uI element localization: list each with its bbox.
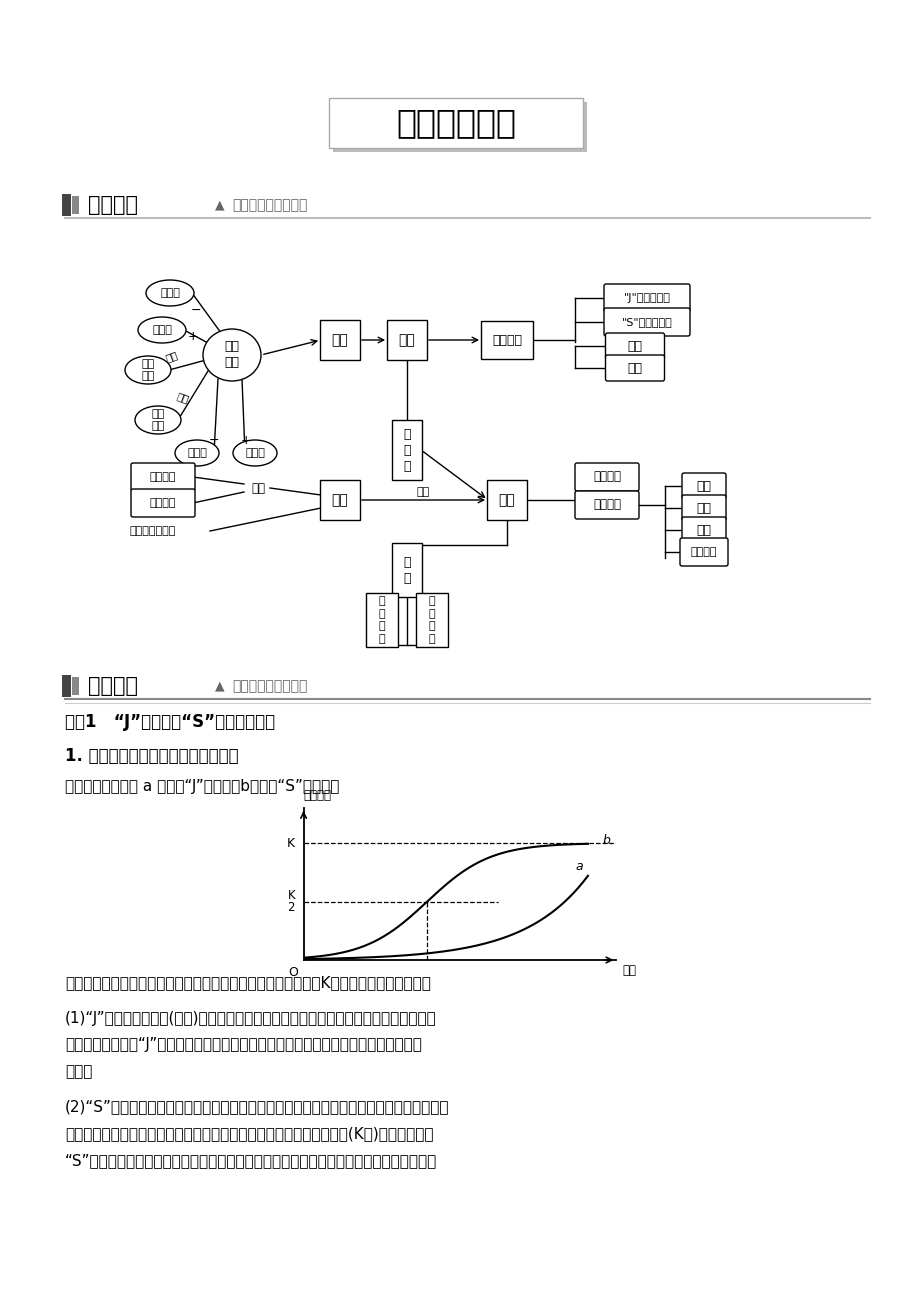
Text: 竞争: 竞争 — [696, 479, 710, 492]
Text: 突破难点，提升能力: 突破难点，提升能力 — [232, 680, 307, 693]
Text: 数量变化: 数量变化 — [492, 333, 521, 346]
Text: 的数量连续增长。“J”型增长由始至终都保持指数式增长，其增长率不变而增长速率持续: 的数量连续增长。“J”型增长由始至终都保持指数式增长，其增长率不变而增长速率持续 — [65, 1038, 422, 1052]
Ellipse shape — [146, 280, 194, 306]
Text: 发展: 发展 — [416, 487, 429, 497]
Text: 疑难突破: 疑难突破 — [88, 676, 138, 697]
FancyBboxPatch shape — [329, 98, 583, 148]
Text: 1. 种群数量变化曲线与增长速率曲线: 1. 种群数量变化曲线与增长速率曲线 — [65, 747, 238, 766]
Text: O: O — [288, 966, 298, 979]
Text: 迁入率: 迁入率 — [244, 448, 265, 458]
FancyBboxPatch shape — [130, 490, 195, 517]
Text: 种群
密度: 种群 密度 — [224, 341, 239, 370]
FancyBboxPatch shape — [605, 333, 664, 359]
FancyBboxPatch shape — [320, 320, 359, 359]
Text: 增加。: 增加。 — [65, 1065, 92, 1079]
Text: 水
平
结
构: 水 平 结 构 — [379, 596, 385, 643]
Text: 互利共生: 互利共生 — [690, 547, 717, 557]
Text: K
2: K 2 — [287, 889, 295, 914]
FancyBboxPatch shape — [605, 355, 664, 381]
Text: +: + — [187, 331, 199, 344]
Text: 迁出率: 迁出率 — [187, 448, 207, 458]
Text: 预测: 预测 — [176, 391, 190, 405]
Text: b: b — [602, 835, 609, 848]
FancyBboxPatch shape — [681, 473, 725, 499]
Text: 性别
比例: 性别 比例 — [142, 359, 154, 381]
Text: 如下图所示，其中 a 所示为“J”型曲线，b所示为“S”型曲线。: 如下图所示，其中 a 所示为“J”型曲线，b所示为“S”型曲线。 — [65, 780, 339, 794]
FancyBboxPatch shape — [604, 309, 689, 336]
FancyBboxPatch shape — [574, 464, 639, 491]
FancyBboxPatch shape — [391, 543, 422, 598]
FancyBboxPatch shape — [333, 102, 586, 152]
Text: 种间关系: 种间关系 — [593, 499, 620, 512]
Ellipse shape — [138, 316, 186, 342]
Text: 死亡率: 死亡率 — [160, 288, 180, 298]
FancyBboxPatch shape — [681, 517, 725, 543]
Text: 次生演替: 次生演替 — [150, 497, 176, 508]
FancyBboxPatch shape — [415, 592, 448, 647]
Text: −: − — [190, 303, 201, 316]
FancyBboxPatch shape — [486, 480, 527, 519]
FancyBboxPatch shape — [574, 491, 639, 519]
Text: 另一方面由于捕食者数量的增加，使种群数量达到环境所允许的最大值(K值)后相对稳定。: 另一方面由于捕食者数量的增加，使种群数量达到环境所允许的最大值(K值)后相对稳定… — [65, 1126, 433, 1142]
Ellipse shape — [135, 406, 181, 434]
Text: 年龄
组成: 年龄 组成 — [152, 409, 165, 431]
Text: 时间: 时间 — [621, 963, 635, 976]
Ellipse shape — [203, 329, 261, 381]
Text: 突灂1   “J”型曲线和“S”型曲线的比较: 突灂1 “J”型曲线和“S”型曲线的比较 — [65, 713, 275, 730]
Text: ▲: ▲ — [215, 198, 224, 211]
Bar — [72, 197, 79, 214]
Text: "J"型增长曲线: "J"型增长曲线 — [623, 293, 670, 303]
Text: "S"型增长曲线: "S"型增长曲线 — [621, 316, 672, 327]
Text: 结
构: 结 构 — [403, 556, 410, 585]
FancyBboxPatch shape — [320, 480, 359, 519]
Ellipse shape — [175, 440, 219, 466]
FancyBboxPatch shape — [391, 421, 422, 480]
Text: 群落: 群落 — [498, 493, 515, 506]
Text: (1)“J”型曲线是在食物(养料)和空间条件充裕、气候适宜、没有敵害等理想条件下，种群: (1)“J”型曲线是在食物(养料)和空间条件充裕、气候适宜、没有敵害等理想条件下… — [65, 1010, 437, 1026]
Bar — [62, 674, 71, 697]
Text: 初生演替: 初生演替 — [150, 473, 176, 482]
Text: 集
合
体: 集 合 体 — [403, 427, 410, 473]
Text: 类型: 类型 — [251, 482, 265, 495]
Text: 把握种群的数量增长方式时，要从增长条件、增长率变化、有无K值等几个方面进行把握。: 把握种群的数量增长方式时，要从增长条件、增长率变化、有无K值等几个方面进行把握。 — [65, 975, 430, 991]
Text: 下降: 下降 — [627, 362, 641, 375]
Text: 种群数量: 种群数量 — [303, 789, 331, 802]
Text: “S”型增长由始至终具有环境阻力，其增长率持续减小，而增长速率先增加后减少。所以，: “S”型增长由始至终具有环境阻力，其增长率持续减小，而增长速率先增加后减少。所以… — [65, 1154, 437, 1168]
Text: K: K — [287, 837, 295, 850]
Text: 网络构建: 网络构建 — [88, 195, 138, 215]
Text: 系统盘点，提炼主干: 系统盘点，提炼主干 — [232, 198, 307, 212]
FancyBboxPatch shape — [481, 322, 532, 359]
FancyBboxPatch shape — [679, 538, 727, 566]
Text: ▲: ▲ — [215, 680, 224, 693]
Text: +: + — [241, 434, 251, 447]
Text: 影响: 影响 — [165, 349, 179, 363]
Text: (2)“S”型曲线是由于环境条件有限，因此随着种群密度的上升，一方面由于种内斗争加劇，: (2)“S”型曲线是由于环境条件有限，因此随着种群密度的上升，一方面由于种内斗争… — [65, 1099, 449, 1115]
Bar — [62, 194, 71, 216]
Text: a: a — [575, 861, 583, 874]
Text: 垂
直
结
构: 垂 直 结 构 — [428, 596, 435, 643]
Text: 捕食: 捕食 — [696, 501, 710, 514]
Text: 波动: 波动 — [627, 340, 641, 353]
Text: −: − — [209, 434, 219, 447]
FancyBboxPatch shape — [681, 495, 725, 521]
Text: 演替: 演替 — [331, 493, 348, 506]
FancyBboxPatch shape — [130, 464, 195, 491]
Text: 受人类活动影响: 受人类活动影响 — [130, 526, 176, 536]
FancyBboxPatch shape — [604, 284, 689, 312]
Text: 种群: 种群 — [398, 333, 414, 348]
Text: 寄生: 寄生 — [696, 523, 710, 536]
Text: 物种组成: 物种组成 — [593, 470, 620, 483]
Ellipse shape — [125, 355, 171, 384]
Text: 章末整合提升: 章末整合提升 — [395, 107, 516, 139]
FancyBboxPatch shape — [387, 320, 426, 359]
Text: 特征: 特征 — [331, 333, 348, 348]
Text: 出生率: 出生率 — [152, 326, 172, 335]
FancyBboxPatch shape — [366, 592, 398, 647]
Ellipse shape — [233, 440, 277, 466]
Bar — [72, 677, 79, 695]
